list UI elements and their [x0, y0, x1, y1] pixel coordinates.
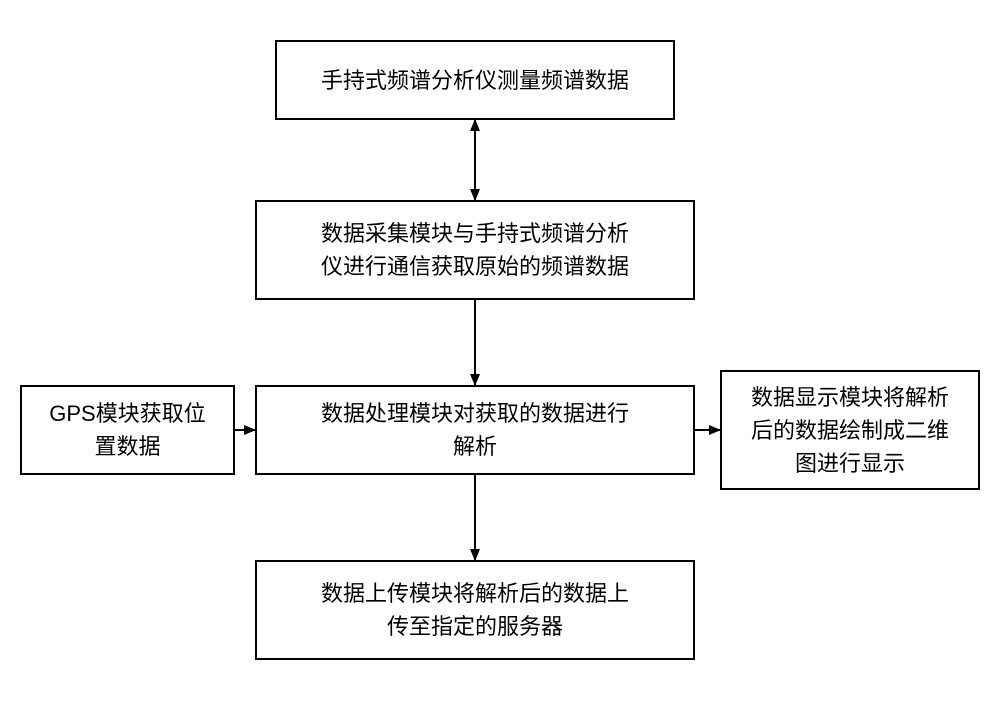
box-label: 数据处理模块对获取的数据进行解析: [321, 397, 629, 463]
box-data-process: 数据处理模块对获取的数据进行解析: [255, 385, 695, 475]
box-gps: GPS模块获取位置数据: [20, 385, 235, 475]
box-label: 手持式频谱分析仪测量频谱数据: [321, 64, 629, 97]
box-data-display: 数据显示模块将解析后的数据绘制成二维图进行显示: [720, 370, 980, 490]
box-data-acquire: 数据采集模块与手持式频谱分析仪进行通信获取原始的频谱数据: [255, 200, 695, 300]
box-label: 数据采集模块与手持式频谱分析仪进行通信获取原始的频谱数据: [321, 217, 629, 283]
diagram-canvas: 手持式频谱分析仪测量频谱数据 数据采集模块与手持式频谱分析仪进行通信获取原始的频…: [0, 0, 1000, 715]
box-spectrum-measure: 手持式频谱分析仪测量频谱数据: [275, 40, 675, 120]
box-data-upload: 数据上传模块将解析后的数据上传至指定的服务器: [255, 560, 695, 660]
box-label: 数据显示模块将解析后的数据绘制成二维图进行显示: [751, 381, 949, 480]
box-label: GPS模块获取位置数据: [49, 397, 205, 463]
box-label: 数据上传模块将解析后的数据上传至指定的服务器: [321, 577, 629, 643]
